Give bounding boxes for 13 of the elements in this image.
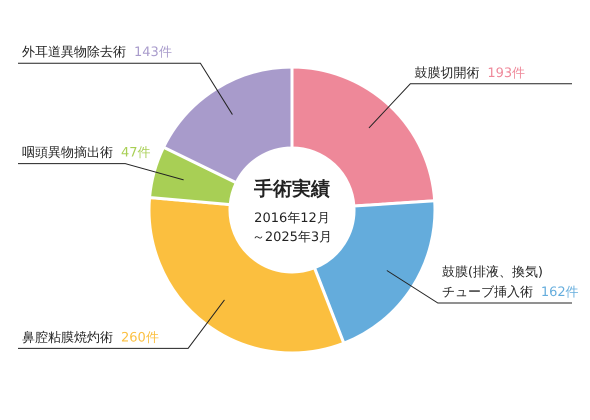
slice-label: 鼻腔粘膜焼灼術 — [22, 330, 113, 346]
data-label: 162件 — [540, 285, 579, 300]
text: 手術実績 — [253, 178, 330, 200]
slice-label: 咽頭異物摘出術 — [22, 146, 113, 161]
slice-label: 外耳道異物除去術 — [22, 45, 126, 60]
data-label: 260件 — [121, 330, 159, 346]
slice-label: 鼓膜切開術 — [414, 66, 480, 81]
text: ～2025年3月 — [252, 230, 332, 245]
slice-label: 鼓膜(排液、換気) チューブ挿入術 — [442, 265, 544, 300]
text: 2016年12月 — [254, 211, 330, 226]
data-label: 143件 — [134, 45, 172, 60]
data-label: 193件 — [487, 66, 526, 81]
data-label: 47件 — [121, 146, 151, 161]
